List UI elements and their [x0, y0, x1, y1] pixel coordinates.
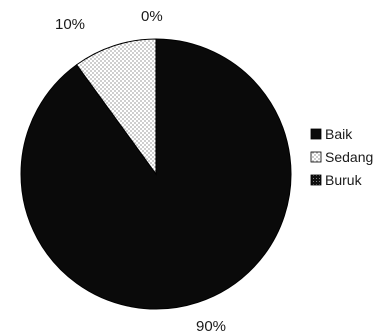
legend-label-baik: Baik: [325, 126, 353, 142]
legend-item-buruk: Buruk: [310, 172, 363, 188]
legend-item-sedang: Sedang: [310, 149, 373, 165]
pie-slice-sedang: [75, 38, 157, 176]
legend-label-sedang: Sedang: [325, 149, 373, 165]
legend: Baik Sedang Buruk: [310, 126, 373, 188]
pie-slices: [20, 38, 292, 310]
legend-label-buruk: Buruk: [325, 172, 363, 188]
legend-swatch-baik: [310, 128, 322, 140]
legend-item-baik: Baik: [310, 126, 353, 142]
legend-swatch-buruk: [310, 174, 322, 186]
legend-swatch-sedang: [310, 151, 322, 163]
slice-label-baik: 90%: [196, 318, 226, 335]
slice-label-sedang: 10%: [55, 16, 85, 33]
slice-label-buruk: 0%: [141, 8, 163, 25]
